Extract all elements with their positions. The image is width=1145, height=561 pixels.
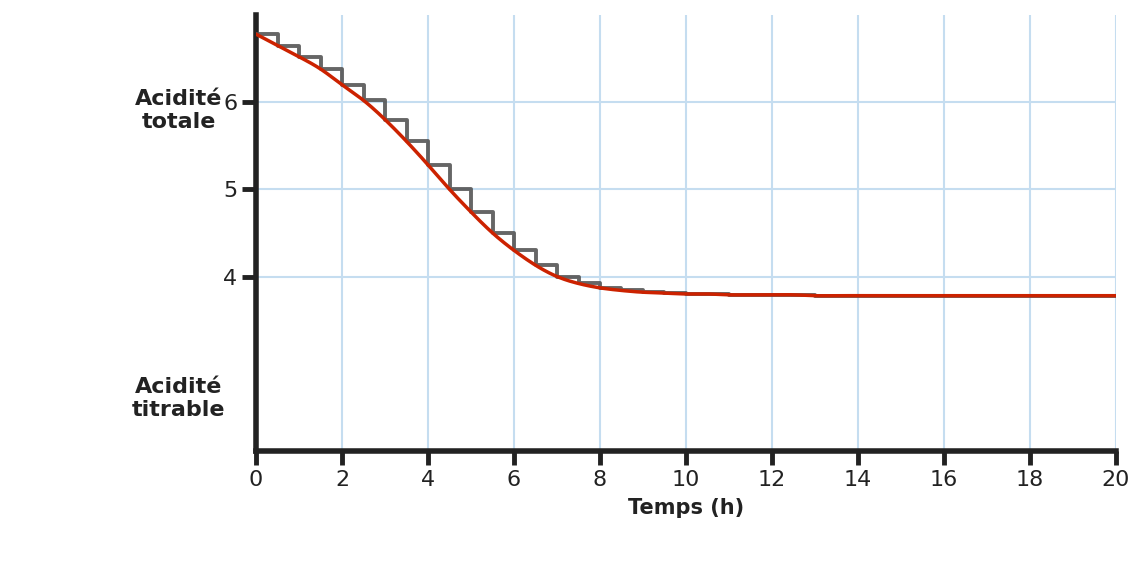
X-axis label: Temps (h): Temps (h)	[627, 498, 744, 518]
Text: Acidité
totale: Acidité totale	[135, 89, 222, 132]
Text: Acidité
titrable: Acidité titrable	[132, 377, 226, 420]
